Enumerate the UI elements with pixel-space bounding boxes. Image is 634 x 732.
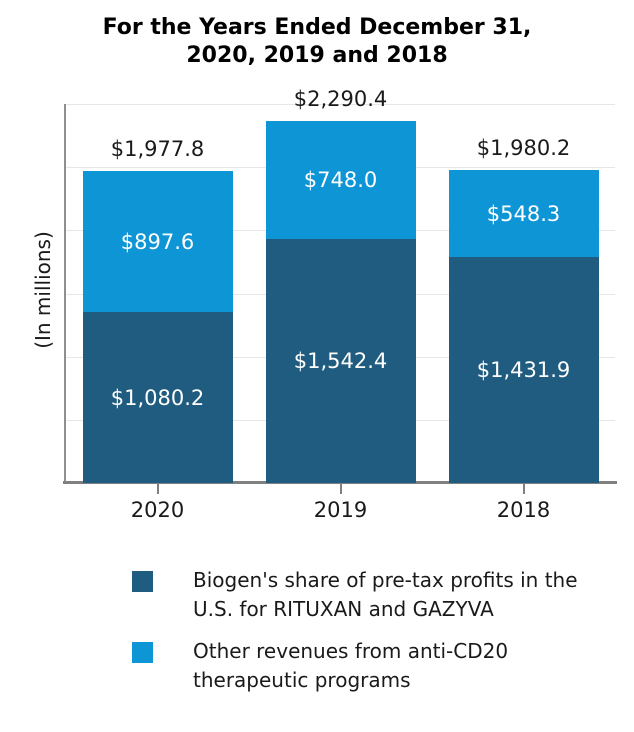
bar-total-label: $1,977.8 — [110, 136, 205, 161]
x-axis-tick — [339, 484, 342, 494]
bar-segment-2020-series1 — [82, 170, 233, 313]
bar-segment-2018-series1 — [448, 170, 599, 257]
legend-label-line2: U.S. for RITUXAN and GAZYVA — [193, 597, 494, 621]
legend-label-line2: therapeutic programs — [193, 668, 411, 692]
bar-segment-2018-series0 — [448, 256, 599, 483]
legend-label: Other revenues from anti-CD20 therapeuti… — [193, 637, 633, 695]
x-tick-label-2018: 2018 — [496, 498, 551, 522]
legend-label-line1: Other revenues from anti-CD20 — [193, 639, 509, 663]
y-axis-spine — [64, 104, 66, 484]
plot-area: $1,080.2 $897.6 $1,977.8 $1,542.4 $748.0 $2,2… — [66, 88, 615, 483]
bar-value-label: $548.3 — [486, 201, 561, 226]
bar-value-label: $1,431.9 — [476, 357, 571, 382]
bar-value-label: $897.6 — [120, 229, 195, 254]
dark-blue-square-icon — [132, 571, 153, 592]
chart-title-line1: For the Years Ended December 31, — [102, 15, 532, 40]
legend-label: Biogen's share of pre-tax profits in the… — [193, 566, 633, 624]
bar-segment-2019-series0 — [265, 239, 416, 483]
y-axis-label: (In millions) — [31, 231, 55, 349]
x-tick-label-2020: 2020 — [130, 498, 185, 522]
bar-segment-2019-series1 — [265, 121, 416, 240]
x-axis-tick — [156, 484, 159, 494]
legend-label-line1: Biogen's share of pre-tax profits in the — [193, 568, 578, 592]
bar-value-label: $1,080.2 — [110, 385, 205, 410]
chart-title: For the Years Ended December 31, 2020, 2… — [0, 14, 634, 70]
chart-title-line2: 2020, 2019 and 2018 — [186, 43, 448, 68]
bar-value-label: $1,542.4 — [293, 349, 388, 374]
bar-segment-2020-series0 — [82, 312, 233, 483]
bar-value-label: $748.0 — [303, 168, 378, 193]
bar-total-label: $2,290.4 — [293, 87, 388, 112]
light-blue-square-icon — [132, 642, 153, 663]
x-axis-tick — [522, 484, 525, 494]
x-tick-label-2019: 2019 — [313, 498, 368, 522]
bar-total-label: $1,980.2 — [476, 136, 571, 161]
gridline — [66, 104, 615, 105]
